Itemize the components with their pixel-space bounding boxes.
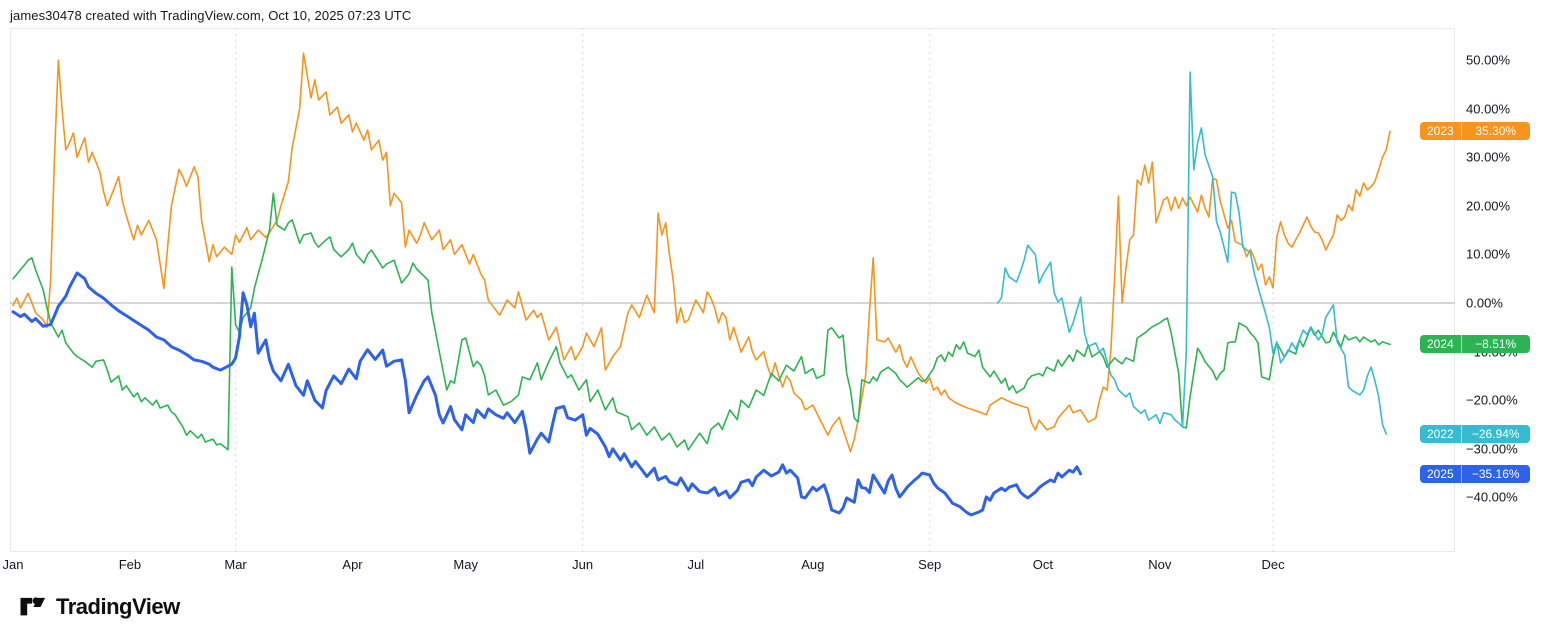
tradingview-logo-text: TradingView [56,594,180,619]
badge-value-label: −26.94% [1471,426,1520,441]
scale-badge-2024: 2024 −8.51% [1420,335,1530,354]
badge-divider [1460,335,1462,354]
x-axis-label-jun: Jun [572,557,594,572]
badge-year-label: 2025 [1427,466,1454,481]
x-axis-label-jan: Jan [2,557,24,572]
badge-divider [1460,464,1462,483]
attribution-text: james30478 created with TradingView.com,… [10,8,412,23]
badge-value-label: −35.16% [1471,466,1520,481]
y-axis-label: 0.00% [1466,295,1503,311]
scale-badge-2023: 2023 35.30% [1420,122,1530,141]
x-axis-label-jul: Jul [687,557,705,572]
y-axis-label: −20.00% [1466,392,1518,408]
x-axis-label-nov: Nov [1148,557,1172,572]
x-axis-label-aug: Aug [801,557,825,572]
badge-divider [1460,122,1462,141]
tradingview-branding[interactable]: TradingView [18,592,180,622]
y-axis-label: 20.00% [1466,198,1511,214]
y-axis-label: −30.00% [1466,441,1518,457]
y-axis-label: 30.00% [1466,149,1511,165]
badge-year-label: 2024 [1427,337,1454,352]
badge-divider [1460,424,1462,443]
series-line-2022[interactable] [996,71,1387,435]
badge-value-label: −8.51% [1475,337,1517,352]
y-axis-label: 40.00% [1466,101,1511,117]
badge-year-label: 2023 [1427,124,1454,139]
tradingview-logo-icon [20,597,46,616]
badge-year-label: 2022 [1427,426,1454,441]
scale-badge-2025: 2025 −35.16% [1420,464,1530,483]
badge-value-label: 35.30% [1475,124,1517,139]
y-axis-label: −40.00% [1466,489,1518,505]
x-axis-label-apr: Apr [342,557,363,572]
x-axis-label-dec: Dec [1261,557,1285,572]
chart-pane[interactable] [10,28,1455,552]
x-axis-label-mar: Mar [224,557,247,572]
scale-badge-2022: 2022 −26.94% [1420,424,1530,443]
x-axis-label-may: May [453,557,478,572]
series-line-2025[interactable] [11,271,1083,517]
y-axis-label: 50.00% [1466,52,1511,68]
x-axis-label-sep: Sep [918,557,942,572]
series-line-2023[interactable] [12,52,1391,453]
x-axis-label-feb: Feb [118,557,142,572]
y-axis-label: 10.00% [1466,246,1511,262]
x-axis-label-oct: Oct [1032,557,1054,572]
